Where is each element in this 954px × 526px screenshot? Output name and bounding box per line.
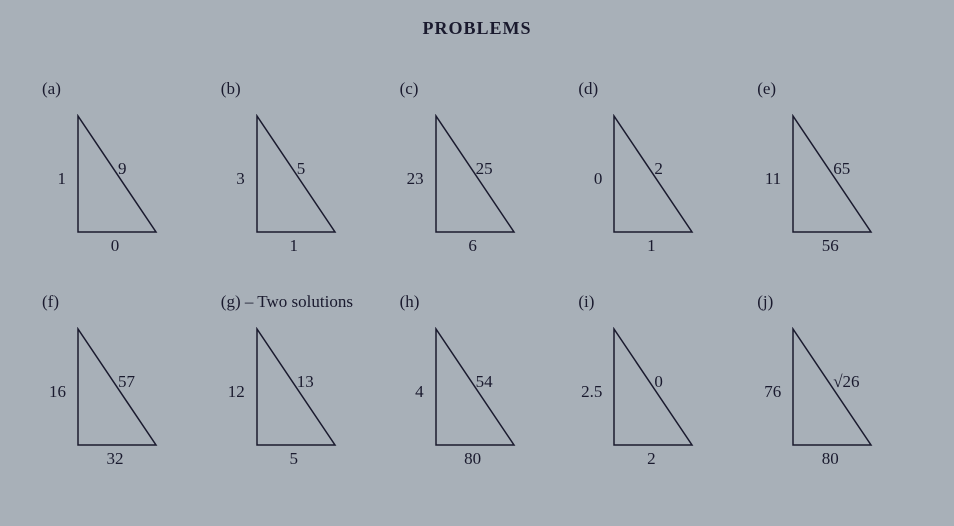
triangle-figure: 11 65 56 <box>785 114 905 254</box>
triangle-icon <box>606 327 726 467</box>
side-bottom-value: 5 <box>279 449 309 469</box>
side-hyp-value: 2 <box>654 159 663 179</box>
triangle-figure: 12 13 5 <box>249 327 369 467</box>
triangle-figure: 16 57 32 <box>70 327 190 467</box>
problem-label: (j) <box>757 292 773 312</box>
triangle-icon <box>785 114 905 254</box>
problem-label: (f) <box>42 292 59 312</box>
side-hyp-value: 65 <box>833 159 850 179</box>
side-hyp-value: √26 <box>833 372 859 392</box>
side-left-value: 23 <box>400 169 424 189</box>
side-bottom-value: 6 <box>458 236 488 256</box>
triangle-icon <box>428 327 548 467</box>
triangle-icon <box>249 114 369 254</box>
side-left-value: 12 <box>221 382 245 402</box>
problem-label: (g) – Two solutions <box>221 292 353 312</box>
problem-cell: (b) 3 5 1 <box>209 69 388 282</box>
problem-label: (d) <box>578 79 598 99</box>
problem-label: (b) <box>221 79 241 99</box>
problem-cell: (a) 1 9 0 <box>30 69 209 282</box>
problem-cell: (d) 0 2 1 <box>566 69 745 282</box>
triangle-figure: 0 2 1 <box>606 114 726 254</box>
side-hyp-value: 9 <box>118 159 127 179</box>
side-left-value: 11 <box>757 169 781 189</box>
problem-cell: (i) 2.5 0 2 <box>566 282 745 495</box>
side-hyp-value: 5 <box>297 159 306 179</box>
triangle-figure: 23 25 6 <box>428 114 548 254</box>
triangle-icon <box>428 114 548 254</box>
triangle-figure: 4 54 80 <box>428 327 548 467</box>
problem-label: (c) <box>400 79 419 99</box>
triangle-figure: 3 5 1 <box>249 114 369 254</box>
side-hyp-value: 0 <box>654 372 663 392</box>
side-left-value: 2.5 <box>578 382 602 402</box>
problems-grid: (a) 1 9 0 (b) 3 5 1 (c) 23 25 <box>0 39 954 515</box>
side-bottom-value: 0 <box>100 236 130 256</box>
side-hyp-value: 54 <box>476 372 493 392</box>
side-bottom-value: 56 <box>815 236 845 256</box>
problem-cell: (c) 23 25 6 <box>388 69 567 282</box>
problem-label: (a) <box>42 79 61 99</box>
problem-cell: (f) 16 57 32 <box>30 282 209 495</box>
problem-cell: (h) 4 54 80 <box>388 282 567 495</box>
triangle-icon <box>606 114 726 254</box>
problem-label: (i) <box>578 292 594 312</box>
triangle-figure: 76 √26 80 <box>785 327 905 467</box>
triangle-figure: 2.5 0 2 <box>606 327 726 467</box>
side-left-value: 0 <box>578 169 602 189</box>
problem-cell: (e) 11 65 56 <box>745 69 924 282</box>
side-bottom-value: 1 <box>636 236 666 256</box>
problem-cell: (j) 76 √26 80 <box>745 282 924 495</box>
side-left-value: 4 <box>400 382 424 402</box>
side-left-value: 1 <box>42 169 66 189</box>
problem-label: (h) <box>400 292 420 312</box>
side-hyp-value: 57 <box>118 372 135 392</box>
side-bottom-value: 32 <box>100 449 130 469</box>
problem-label: (e) <box>757 79 776 99</box>
triangle-icon <box>70 327 190 467</box>
side-bottom-value: 1 <box>279 236 309 256</box>
side-left-value: 3 <box>221 169 245 189</box>
side-left-value: 76 <box>757 382 781 402</box>
page-title: PROBLEMS <box>0 0 954 39</box>
side-bottom-value: 80 <box>815 449 845 469</box>
side-bottom-value: 2 <box>636 449 666 469</box>
triangle-figure: 1 9 0 <box>70 114 190 254</box>
triangle-icon <box>785 327 905 467</box>
side-bottom-value: 80 <box>458 449 488 469</box>
side-hyp-value: 25 <box>476 159 493 179</box>
side-left-value: 16 <box>42 382 66 402</box>
triangle-icon <box>70 114 190 254</box>
triangle-icon <box>249 327 369 467</box>
side-hyp-value: 13 <box>297 372 314 392</box>
problem-cell: (g) – Two solutions 12 13 5 <box>209 282 388 495</box>
